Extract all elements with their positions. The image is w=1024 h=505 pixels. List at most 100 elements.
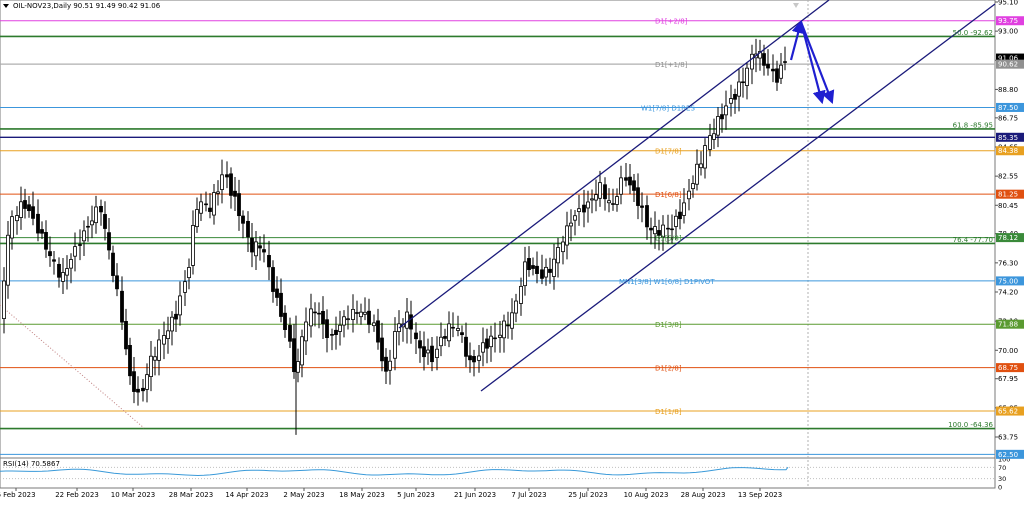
projection-arrow-down [799,21,826,105]
candle-bear [640,205,644,208]
candle-bear [766,63,770,69]
rsi-tick-label: 100 [998,456,1010,464]
candle-bull [779,64,783,79]
dropdown-icon[interactable] [3,4,9,8]
murrey-level-label: D1[+1/8] [655,61,688,69]
candle-bull [712,133,716,140]
projection-arrow-up [789,19,805,61]
candle-bull [82,230,86,242]
price-tag [996,102,1024,112]
candle-bull [451,326,455,329]
x-tick-label: 10 Aug 2023 [624,491,669,499]
candle-bull [724,105,728,116]
candle-bull [607,200,611,204]
candle-bear [720,114,724,120]
candle-bear [111,252,115,276]
y-tick-label: 80.45 [998,202,1018,210]
candle-bear [632,180,636,191]
candle-bull [447,323,451,342]
candle-bull [2,280,6,319]
candle-bear [233,190,237,197]
candle-bear [649,227,653,231]
x-tick-label: 13 Sep 2023 [738,491,782,499]
candle-bull [90,220,94,226]
candle-bull [145,374,149,390]
candle-bull [519,285,523,304]
candle-bull [61,272,65,282]
candle-bear [741,81,745,84]
price-tag [996,59,1024,69]
candle-bear [36,213,40,234]
candle-bear [250,237,254,253]
price-tag-label: 71.88 [998,321,1018,329]
price-tag-label: 93.75 [998,17,1018,25]
candle-bull [73,246,77,257]
candle-bear [288,325,292,342]
x-tick-label: 14 Apr 2023 [225,491,268,499]
candle-bear [107,232,111,251]
projection-arrow-down [799,21,835,105]
rsi-tick-label: 70 [998,464,1006,472]
price-tag-label: 85.35 [998,134,1018,142]
candle-bear [141,387,145,392]
candle-bear [670,228,674,231]
candle-bear [775,68,779,83]
candle-bear [174,313,178,320]
candle-bear [468,355,472,361]
candle-bear [271,267,275,292]
candle-bull [456,328,460,331]
candle-bear [225,174,229,178]
candle-bull [183,281,187,293]
candle-bull [737,81,741,97]
price-tag-label: 90.62 [998,61,1018,69]
candle-bear [624,177,628,181]
candle-bull [750,53,754,70]
candle-bull [254,241,258,257]
candle-bull [661,224,665,238]
candle-bull [300,336,304,366]
rsi-tick-label: 30 [998,475,1006,483]
murrey-level-label: W1[7/8] D1RES [641,104,695,112]
candle-bear [103,214,107,229]
candle-bear [783,61,787,63]
candle-bull [178,295,182,316]
murrey-level-label: D1[6/8] [655,191,682,199]
candle-bear [267,255,271,268]
candle-bear [771,68,775,72]
candle-bull [304,321,308,342]
price-tag [996,146,1024,156]
candle-bull [498,334,502,338]
candle-bear [636,187,640,206]
candle-bull [477,355,481,361]
candle-bull [556,247,560,264]
rsi-label: RSI(14) 70.5867 [3,460,60,468]
candle-bull [157,339,161,361]
rsi-tick-label: 0 [998,484,1002,492]
candle-bull [393,331,397,359]
candle-bear [535,265,539,274]
murrey-level-label: MN1[3/8] W1[6/8] D1PIVOT [619,278,715,286]
candle-bull [195,209,199,228]
x-tick-label: 10 Mar 2023 [111,491,155,499]
candle-bear [237,193,241,217]
price-tag-label: 84.38 [998,147,1018,155]
candle-bull [729,98,733,104]
price-tag-label: 68.75 [998,364,1018,372]
candle-bear [527,258,531,271]
candle-bull [716,116,720,136]
candle-bear [120,290,124,323]
candle-bull [363,311,367,315]
candle-bear [762,53,766,66]
symbol-line: OIL-NOV23,Daily 90.51 91.49 90.42 91.06 [13,2,161,10]
candle-bear [443,336,447,339]
candle-bull [309,308,313,327]
candle-bull [372,322,376,327]
candle-bull [170,316,174,332]
candle-bear [540,269,544,279]
y-tick-label: 95.10 [998,0,1018,7]
candle-bear [132,371,136,392]
candle-bear [48,251,52,257]
